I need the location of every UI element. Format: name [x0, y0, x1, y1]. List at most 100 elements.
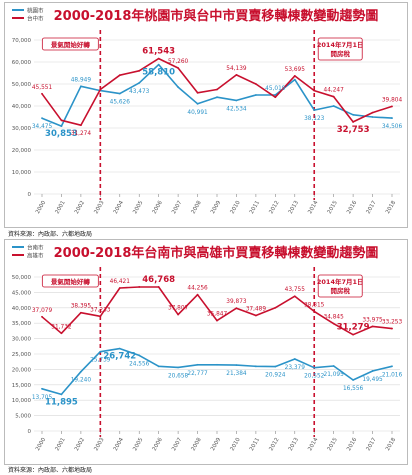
series-point: [177, 366, 180, 369]
y-tick-label: 35,000: [12, 321, 32, 327]
series-point: [352, 333, 355, 336]
series-point: [196, 102, 199, 105]
data-label: 37,233: [90, 307, 111, 313]
event-marker-box: [41, 274, 99, 288]
event-marker-box: [41, 37, 99, 51]
data-label: 20,924: [265, 373, 286, 379]
series-point: [254, 365, 257, 368]
data-label: 38,815: [304, 302, 325, 308]
series-point: [254, 314, 257, 317]
data-label: 42,534: [226, 106, 247, 112]
data-label: 31,279: [337, 323, 370, 333]
series-point: [216, 319, 218, 322]
legend-label: 高雄市: [27, 252, 44, 260]
data-label: 43,755: [285, 287, 306, 293]
event-marker-label: 2014年7月1日: [317, 277, 364, 286]
series-point: [157, 57, 160, 60]
series-point: [138, 354, 141, 357]
data-label: 20,552: [304, 374, 325, 380]
series-point: [332, 365, 335, 367]
series-point: [293, 78, 296, 81]
series-point: [79, 370, 82, 373]
data-label: 21,016: [382, 372, 403, 378]
data-label: 46,768: [142, 275, 175, 285]
data-label: 11,895: [45, 397, 78, 407]
data-label: 58,810: [142, 68, 175, 78]
series-point: [157, 286, 160, 288]
y-tick-label: 20,000: [12, 367, 32, 373]
event-marker-label: 景氣開始好轉: [51, 40, 91, 49]
series-point: [177, 313, 180, 316]
data-label: 45,626: [110, 100, 131, 106]
series-point: [352, 379, 355, 381]
series-point: [274, 365, 277, 368]
series-point: [293, 358, 296, 360]
source-note: 資料來源：內政部、六都地政局: [8, 467, 93, 474]
series-point: [235, 307, 238, 310]
series-point: [60, 125, 63, 128]
data-label: 45,551: [32, 85, 53, 91]
series-point: [118, 287, 121, 289]
data-label: 37,489: [246, 307, 267, 313]
data-label: 37,079: [32, 308, 53, 314]
series-point: [60, 119, 63, 122]
series-point: [79, 85, 82, 88]
series-point: [332, 105, 335, 107]
data-label: 35,847: [207, 312, 228, 318]
chart-title: 2000-2018年台南市與高雄市買賣移轉棟數變動趨勢圖: [54, 245, 379, 261]
series-point: [293, 295, 296, 298]
series-point: [235, 73, 238, 76]
data-label: 43,473: [129, 89, 150, 95]
y-tick-label: 0: [28, 192, 32, 198]
series-point: [352, 121, 355, 123]
data-label: 26,742: [103, 352, 136, 362]
series-point: [99, 88, 102, 91]
series-point: [352, 113, 355, 116]
y-tick-label: 50,000: [12, 82, 32, 88]
legend-label: 台中市: [27, 15, 44, 23]
event-marker-label: 景氣開始好轉: [51, 277, 91, 286]
data-label: 53,695: [285, 67, 306, 73]
series-point: [41, 117, 43, 120]
event-marker-label: 開房稅: [330, 286, 350, 295]
series-point: [138, 82, 141, 84]
data-label: 57,260: [168, 59, 189, 65]
data-label: 30,853: [45, 129, 78, 139]
series-point: [60, 332, 63, 335]
data-label: 39,804: [382, 97, 403, 103]
series-point: [138, 69, 141, 72]
series-point: [313, 366, 316, 369]
data-label: 21,095: [324, 372, 345, 378]
data-label: 32,753: [337, 125, 370, 135]
series-point: [157, 63, 160, 66]
event-marker-box: [317, 274, 363, 298]
data-label: 54,139: [226, 66, 247, 72]
y-tick-label: 70,000: [12, 38, 32, 44]
data-label: 22,777: [187, 371, 208, 377]
series-point: [41, 92, 43, 95]
series-point: [313, 89, 316, 92]
series-point: [118, 92, 121, 95]
y-tick-label: 20,000: [12, 148, 32, 154]
data-label: 34,475: [32, 124, 53, 130]
series-point: [391, 105, 393, 108]
y-tick-label: 5,000: [15, 414, 31, 420]
data-label: 20,658: [168, 373, 189, 379]
chart-panel-taoyuan-taichung: 2000-2018年桃園市與台中市買賣移轉棟數變動趨勢圖 桃園市 台中市 0 10,00…: [4, 2, 408, 228]
legend-label: 台南市: [27, 244, 44, 252]
series-point: [99, 350, 102, 353]
data-label: 61,543: [142, 47, 175, 57]
y-tick-label: 60,000: [12, 60, 32, 66]
series-point: [216, 96, 218, 99]
y-tick-label: 30,000: [12, 126, 32, 132]
series-point: [391, 365, 393, 368]
data-label: 31,732: [51, 324, 72, 330]
series-point: [371, 370, 374, 372]
data-label: 37,807: [168, 306, 189, 312]
data-label: 38,123: [304, 116, 325, 122]
series-point: [196, 293, 199, 296]
series-point: [118, 74, 121, 77]
series-point: [157, 365, 160, 368]
series-point: [254, 83, 257, 85]
